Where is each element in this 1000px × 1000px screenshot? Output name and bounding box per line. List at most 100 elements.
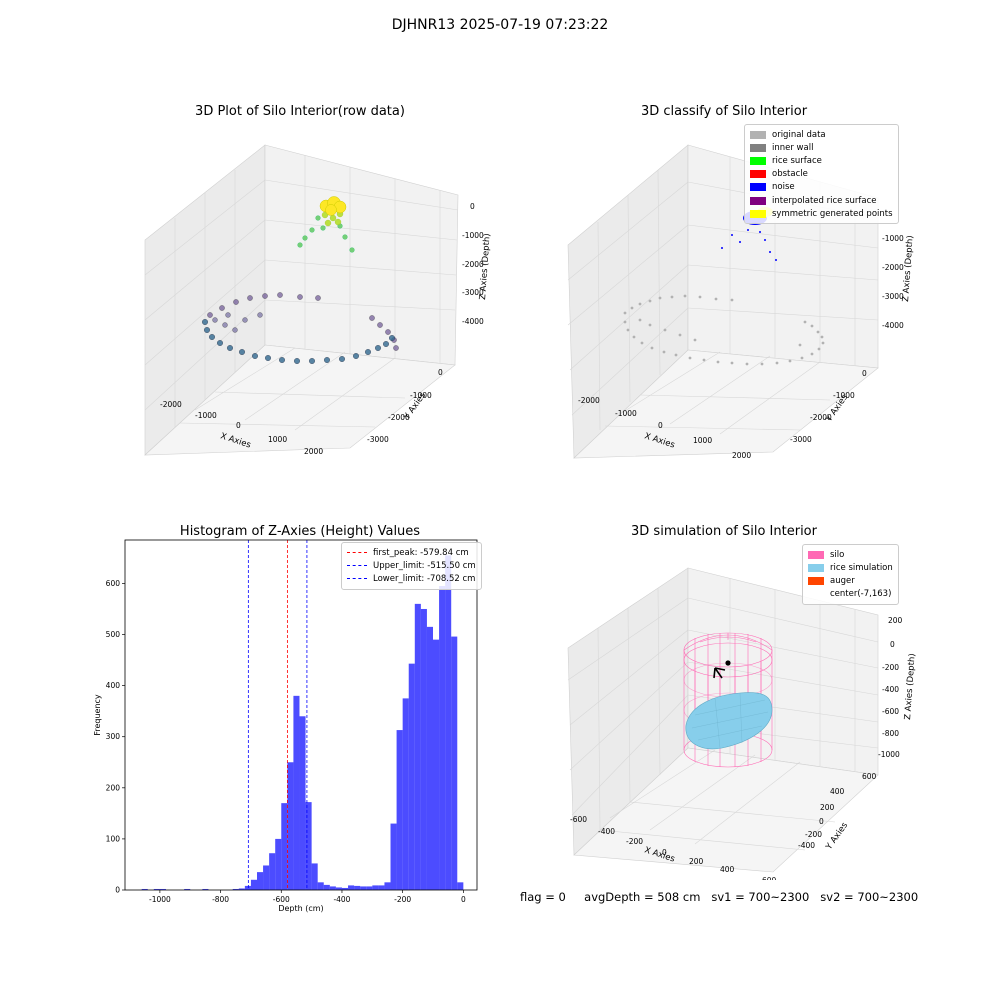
histogram-bar — [317, 882, 324, 890]
p1-ztick: -1000 — [462, 231, 484, 240]
histogram-bar — [323, 884, 330, 890]
legend-item: rice simulation — [808, 561, 893, 574]
histogram-bar — [384, 882, 391, 890]
y-tick-label: 600 — [106, 579, 121, 588]
legend-label: silo — [830, 549, 845, 560]
histogram-bar — [184, 888, 191, 890]
legend-swatch — [750, 143, 766, 152]
rice-mesh — [691, 692, 769, 749]
panel1-ticks: -2000 -1000 0 1000 2000 0 -1000 -2000 -3… — [160, 202, 484, 456]
p1-ztick: -4000 — [462, 317, 484, 326]
histogram-bar — [299, 716, 306, 890]
p2-ztick: -3000 — [882, 292, 904, 301]
p1-xtick: -1000 — [195, 411, 217, 420]
p1-xtick: -2000 — [160, 400, 182, 409]
histogram-bar — [451, 636, 458, 890]
legend-item: original data — [750, 128, 893, 141]
x-tick-label: -1000 — [149, 895, 171, 904]
status-line: flag = 0 avgDepth = 508 cm sv1 = 700~230… — [520, 890, 918, 904]
x-tick-label: -800 — [212, 895, 229, 904]
histogram-bar — [457, 882, 464, 890]
legend-item: inner wall — [750, 141, 893, 154]
histogram-bar — [153, 888, 160, 890]
center-marker — [725, 660, 731, 666]
legend-item: center(-7,163) — [808, 588, 893, 601]
p4-ztick: -1000 — [878, 750, 900, 759]
legend-item: noise — [750, 181, 893, 194]
histogram-bar — [257, 872, 264, 890]
histogram-bar — [348, 885, 355, 890]
histogram-bar — [159, 888, 166, 890]
p4-ztick: -400 — [882, 685, 899, 694]
legend-swatch — [750, 156, 766, 165]
p2-ztick: -4000 — [882, 321, 904, 330]
p4-xtick: -400 — [598, 827, 615, 836]
x-tick-label: 0 — [461, 895, 466, 904]
legend-label: original data — [772, 129, 826, 140]
p1-ztick: 0 — [470, 202, 475, 211]
histogram-yticks: 0 100 200 300 400 500 600 — [106, 579, 125, 895]
y-tick-label: 500 — [106, 630, 121, 639]
histogram-bar — [250, 879, 257, 890]
panel1-gridlines — [144, 155, 459, 431]
panel4-title: 3D simulation of Silo Interior — [631, 524, 817, 539]
p4-ztick: -200 — [882, 663, 899, 672]
p4-ztick: -800 — [882, 729, 899, 738]
panel4-3d-plot: -600 -400 -200 0 200 400 600 -400 -200 0… — [567, 567, 918, 880]
histogram-bar — [390, 823, 397, 890]
legend-line — [347, 552, 367, 554]
legend-label: symmetric generated points — [772, 208, 893, 219]
legend-swatch — [750, 209, 766, 218]
p4-xtick: -200 — [626, 837, 643, 846]
histogram-bar — [396, 730, 403, 890]
histogram-vlines — [247, 540, 308, 890]
panel1-3d-plot: -2000 -1000 0 1000 2000 0 -1000 -2000 -3… — [144, 144, 493, 456]
p2-xtick: 1000 — [693, 436, 712, 445]
histogram-bar — [433, 639, 440, 890]
p1-xtick: 2000 — [304, 447, 323, 456]
histogram-bars — [141, 555, 464, 890]
p4-xtick: 200 — [689, 857, 704, 866]
legend-swatch — [808, 576, 824, 585]
panel2-legend: original data inner wall rice surface ob… — [744, 124, 899, 225]
legend-item: obstacle — [750, 168, 893, 181]
histogram-frame — [124, 539, 478, 891]
legend-label: Lower_limit: -708.52 cm — [373, 573, 476, 584]
histogram-bar — [311, 863, 318, 890]
avg-depth-text: avgDepth = 508 cm — [584, 890, 701, 904]
p2-ytick: 0 — [862, 369, 867, 378]
p4-ztick: -600 — [882, 707, 899, 716]
p1-ytick: -3000 — [367, 435, 389, 444]
histogram-bar — [354, 885, 361, 890]
legend-label: obstacle — [772, 169, 808, 180]
p2-xtick: -2000 — [578, 396, 600, 405]
panel3-histogram: -1000 -800 -600 -400 -200 0 0 100 200 300 400 500 6… — [93, 539, 478, 913]
p2-xtick: 0 — [658, 421, 663, 430]
p4-xtick: -600 — [570, 815, 587, 824]
p4-ytick: 0 — [819, 817, 824, 826]
p2-ztick: -2000 — [882, 263, 904, 272]
p4-ytick: 600 — [862, 772, 877, 781]
histogram-bar — [414, 603, 421, 890]
p3-ylabel: Frequency — [93, 694, 102, 736]
p4-xtick: 0 — [662, 848, 667, 857]
x-tick-label: -400 — [333, 895, 350, 904]
histogram-bar — [420, 608, 427, 890]
p2-ytick: -3000 — [790, 435, 812, 444]
panel2-3d-plot: -2000 -1000 0 1000 2000 0 -1000 -2000 -3… — [567, 144, 916, 460]
legend-label: rice simulation — [830, 562, 893, 573]
legend-line — [347, 565, 367, 567]
p4-xtick: 600 — [762, 876, 777, 880]
p4-ztick: 200 — [888, 616, 903, 625]
histogram-bar — [293, 695, 300, 890]
p1-ztick: -3000 — [462, 288, 484, 297]
figure-suptitle: DJHNR13 2025-07-19 07:23:22 — [391, 17, 609, 33]
p1-ztick: -2000 — [462, 260, 484, 269]
histogram-bar — [335, 887, 342, 890]
legend-swatch — [750, 183, 766, 192]
histogram-bar — [378, 885, 385, 890]
legend-label: center(-7,163) — [830, 589, 892, 600]
legend-swatch — [750, 196, 766, 205]
histogram-bar — [263, 865, 270, 890]
y-tick-label: 400 — [106, 681, 121, 690]
